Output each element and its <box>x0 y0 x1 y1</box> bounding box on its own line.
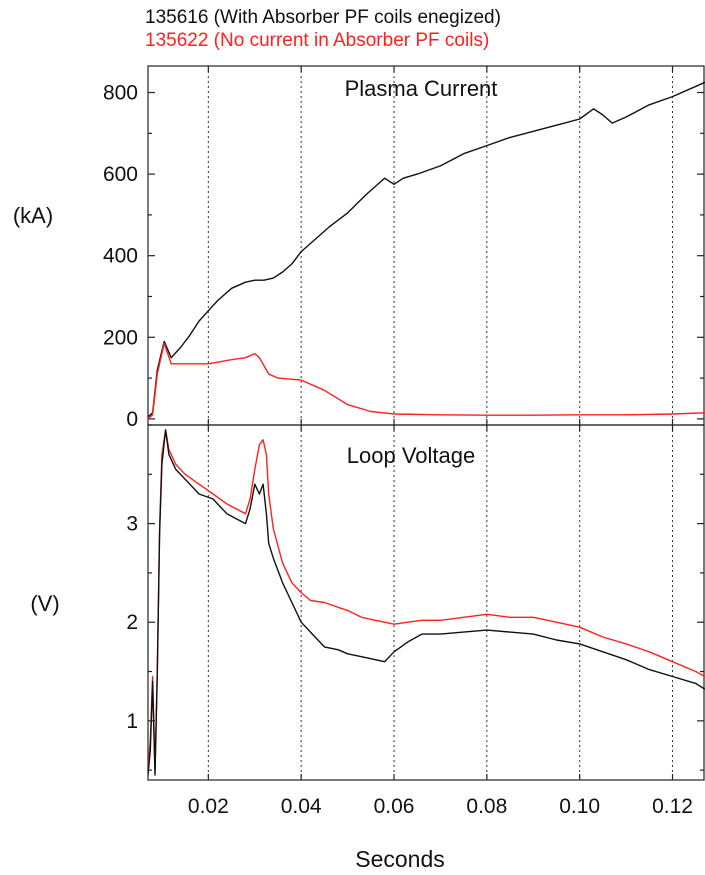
y-tick-label: 800 <box>103 82 138 105</box>
x-tick-label: 0.10 <box>559 795 600 818</box>
loop-voltage-panel: 1 2 3 0.02 0.04 0.06 0.08 0.10 0.12 Seconds (V) Loo… <box>30 424 705 872</box>
legend-entry-135622: 135622 (No current in Absorber PF coils) <box>145 31 489 51</box>
x-tick-label: 0.12 <box>652 795 693 818</box>
y-tick-label: 0 <box>126 408 138 431</box>
panel-title: Loop Voltage <box>347 443 475 468</box>
y-tick-label: 3 <box>126 513 138 536</box>
legend-entry-135616: 135616 (With Absorber PF coils enegized) <box>145 8 501 28</box>
x-tick-label: 0.04 <box>281 795 322 818</box>
series-line-135616 <box>148 429 705 776</box>
y-tick-label: 2 <box>126 611 138 634</box>
series-line-135622 <box>148 429 705 771</box>
legend-label-135616: 135616 (With Absorber PF coils enegized) <box>145 7 501 28</box>
panel-title: Plasma Current <box>345 76 498 101</box>
y-axis-label: (V) <box>30 591 59 616</box>
series-line-135616 <box>148 81 705 418</box>
y-tick-label: 400 <box>103 245 138 268</box>
plasma-current-panel: 0 200 400 600 800 (kA) Plasma Current <box>13 65 705 431</box>
series-line-135622 <box>148 342 705 420</box>
plot-frame <box>147 424 705 781</box>
y-axis-label: (kA) <box>13 203 53 228</box>
y-tick-label: 1 <box>126 710 138 733</box>
y-tick-label: 200 <box>103 326 138 349</box>
y-tick-label: 600 <box>103 163 138 186</box>
x-axis-label: Seconds <box>355 846 445 872</box>
x-tick-label: 0.02 <box>188 795 229 818</box>
x-tick-label: 0.06 <box>374 795 415 818</box>
legend-label-135622: 135622 (No current in Absorber PF coils) <box>145 30 490 51</box>
x-tick-label: 0.08 <box>466 795 507 818</box>
